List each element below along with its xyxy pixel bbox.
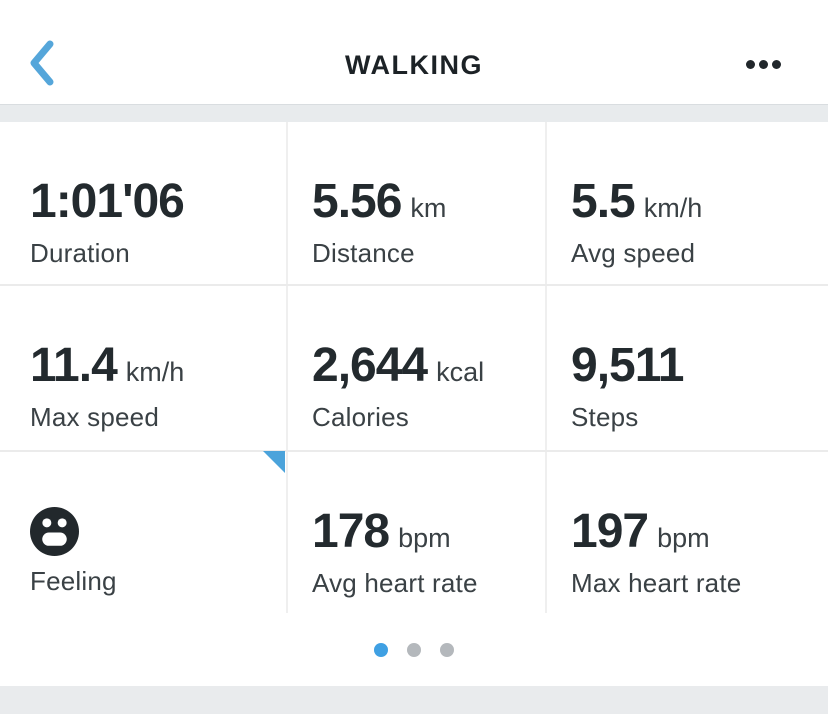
avg-heart-rate-value: 178 [312,505,390,558]
stats-row-1: 1:01'06 Duration 5.56 km Distance 5.5 km/h… [0,122,828,284]
max-heart-rate-unit: bpm [657,523,710,553]
stat-max-speed: 11.4 km/h Max speed [0,286,286,450]
avg-speed-unit: km/h [643,193,703,223]
stat-steps: 9,511 Steps [545,286,828,450]
stat-feeling[interactable]: Feeling [0,452,286,613]
max-speed-unit: km/h [125,357,185,387]
stat-calories: 2,644 kcal Calories [286,286,545,450]
steps-value: 9,511 [571,339,684,392]
avg-heart-rate-unit: bpm [398,523,451,553]
steps-label: Steps [571,402,639,432]
max-speed-label: Max speed [30,402,159,432]
chevron-left-icon [28,39,56,90]
avg-heart-rate-label: Avg heart rate [312,568,478,598]
distance-unit: km [410,193,447,223]
distance-value: 5.56 [312,175,402,228]
duration-label: Duration [30,238,130,268]
header: WALKING [0,0,828,104]
calories-label: Calories [312,402,409,432]
header-divider-strip [0,104,828,122]
stat-max-heart-rate: 197 bpm Max heart rate [545,452,828,613]
stats-row-3: Feeling 178 bpm Avg heart rate 197 bpm Max… [0,450,828,613]
smiley-face-icon [30,507,276,556]
avg-speed-label: Avg speed [571,238,696,268]
page-dot-3[interactable] [440,642,454,657]
calories-unit: kcal [436,357,485,387]
max-speed-value: 11.4 [30,339,118,392]
max-heart-rate-label: Max heart rate [571,568,742,598]
page-dot-1[interactable] [374,642,388,657]
stats-row-2: 11.4 km/h Max speed 2,644 kcal Calories 9,… [0,284,828,450]
back-button[interactable] [18,36,66,92]
page-dot-2[interactable] [407,642,421,657]
avg-speed-value: 5.5 [571,175,636,228]
stat-avg-heart-rate: 178 bpm Avg heart rate [286,452,545,613]
max-heart-rate-value: 197 [571,505,649,558]
duration-value: 1:01'06 [30,175,185,228]
calories-value: 2,644 [312,339,428,392]
distance-label: Distance [312,238,415,268]
page-title: WALKING [345,50,483,80]
stat-distance: 5.56 km Distance [286,122,545,284]
ellipsis-icon [745,59,781,69]
page-indicator [0,613,828,686]
feeling-label: Feeling [30,566,117,596]
bottom-strip [0,686,828,714]
overflow-menu-button[interactable] [728,46,798,82]
stat-duration: 1:01'06 Duration [0,122,286,284]
stats-grid: 1:01'06 Duration 5.56 km Distance 5.5 km/h… [0,122,828,613]
stat-avg-speed: 5.5 km/h Avg speed [545,122,828,284]
